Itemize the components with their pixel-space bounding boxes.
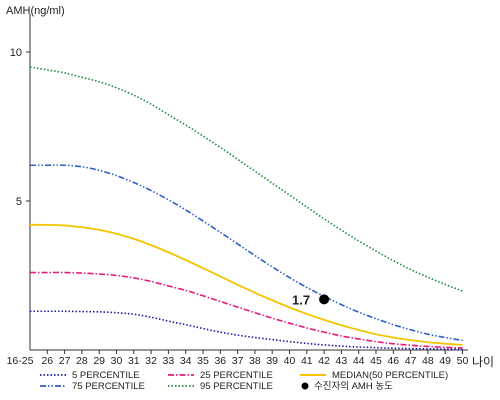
series-line-2 [29, 223, 463, 346]
legend-label-0: 5 PERCENTILE [72, 370, 140, 381]
x-tick-label: 44 [353, 355, 365, 367]
legend-patient-label: 수진자의 AMH 농도 [314, 381, 393, 392]
x-tick-label: 47 [405, 355, 417, 367]
y-ticks: 5 10 [10, 47, 30, 208]
x-axis-label: 나이 [472, 355, 494, 369]
x-tick-label: 34 [180, 355, 192, 367]
x-tick-label: 31 [128, 355, 140, 367]
x-tick-label: 48 [422, 355, 434, 367]
x-tick-label: 26 [41, 355, 53, 367]
legend-label-3: 75 PERCENTILE [72, 381, 145, 392]
x-tick-label: 45 [370, 355, 382, 367]
x-tick-label: 46 [387, 355, 399, 367]
y-axis-label: AMH(ng/ml) [6, 5, 65, 17]
x-tick-label: 33 [163, 355, 175, 367]
x-tick-label: 43 [336, 355, 348, 367]
x-ticks: 16-25 26 27 28 29 30 31 32 33 34 35 36 37 38 39 40 41 42 4… [7, 350, 469, 367]
legend-label-2: MEDIAN(50 PERCENTILE) [332, 370, 448, 381]
y-tick-label: 10 [10, 47, 22, 59]
x-tick-label: 50 [457, 355, 469, 367]
x-tick-label: 30 [111, 355, 123, 367]
series-line-3 [30, 164, 463, 342]
series-line-4 [29, 66, 463, 292]
legend-label-4: 95 PERCENTILE [200, 381, 273, 392]
x-tick-label: 42 [318, 355, 330, 367]
x-tick-label: 32 [145, 355, 157, 367]
x-tick-label: 36 [214, 355, 226, 367]
x-tick-label: 27 [59, 355, 71, 367]
x-tick-label: 29 [93, 355, 105, 367]
patient-point-label: 1.7 [292, 292, 310, 307]
x-tick-label: 28 [76, 355, 88, 367]
series-line-0 [30, 310, 463, 351]
axes [29, 14, 468, 351]
x-tick-label: 49 [439, 355, 451, 367]
x-tick-label: 40 [284, 355, 296, 367]
legend: 5 PERCENTILE 25 PERCENTILE MEDIAN(50 PERCE… [40, 370, 448, 392]
y-tick-label: 5 [16, 196, 22, 208]
x-tick-label: 38 [249, 355, 261, 367]
x-tick-label: 16-25 [7, 355, 34, 367]
patient-marker: 1.7 [292, 292, 330, 307]
series-lines [29, 66, 463, 351]
series-line-1 [30, 271, 463, 349]
x-tick-label: 35 [197, 355, 209, 367]
patient-point [319, 294, 330, 305]
legend-patient-dot [301, 382, 309, 390]
x-tick-label: 37 [232, 355, 244, 367]
legend-label-1: 25 PERCENTILE [200, 370, 273, 381]
x-tick-label: 39 [266, 355, 278, 367]
x-tick-label: 41 [301, 355, 313, 367]
